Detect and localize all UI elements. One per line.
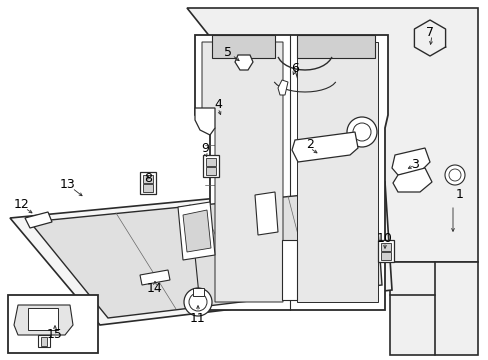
Bar [380,243,390,251]
Bar [377,240,393,262]
Polygon shape [30,188,381,318]
Polygon shape [195,35,387,310]
Text: 2: 2 [305,139,313,152]
Bar [203,155,219,177]
Polygon shape [389,262,477,355]
Polygon shape [392,168,431,192]
Bar [38,335,50,347]
Polygon shape [282,240,296,300]
Circle shape [189,293,206,311]
Bar [205,167,216,175]
Polygon shape [195,108,215,135]
Polygon shape [296,35,374,58]
Text: 3: 3 [410,158,418,171]
Circle shape [352,123,370,141]
Polygon shape [10,182,391,325]
Polygon shape [186,8,477,262]
Text: 15: 15 [47,328,63,342]
Bar [142,175,153,183]
Text: 7: 7 [425,26,433,39]
Circle shape [183,288,212,316]
Text: 6: 6 [290,62,298,75]
Polygon shape [183,210,210,252]
Bar [140,172,156,194]
Text: 10: 10 [376,231,392,244]
Text: 9: 9 [201,141,208,154]
Polygon shape [291,132,357,162]
Text: 11: 11 [190,311,205,324]
Polygon shape [254,192,278,235]
Polygon shape [391,148,429,175]
Bar [193,288,203,296]
Bar [380,252,390,260]
Bar [41,337,47,346]
Polygon shape [235,55,252,70]
Polygon shape [212,35,274,58]
Text: 14: 14 [147,282,163,294]
Text: 4: 4 [214,99,222,112]
Bar [8,295,98,353]
Polygon shape [202,42,283,302]
Polygon shape [178,202,215,260]
Text: 13: 13 [60,179,76,192]
Polygon shape [14,305,73,335]
Polygon shape [140,270,170,285]
Text: 5: 5 [224,45,231,58]
Polygon shape [278,80,287,95]
Text: 8: 8 [143,171,152,184]
Circle shape [346,117,376,147]
Bar [142,184,153,192]
Polygon shape [296,42,377,302]
Bar [205,158,216,166]
Text: 1: 1 [455,189,463,202]
Bar [28,308,58,330]
Circle shape [448,169,460,181]
Text: 12: 12 [14,198,30,211]
Polygon shape [25,212,52,228]
Circle shape [444,165,464,185]
